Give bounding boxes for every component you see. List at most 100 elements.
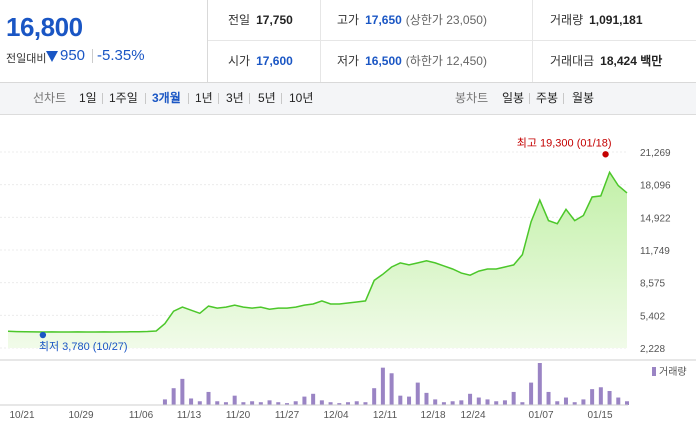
summary-row-1: 전일 17,750 고가 17,650 (상한가 23,050) 거래량 1,091,1… [208, 0, 696, 41]
y-tick-label: 14,922 [640, 213, 671, 224]
x-tick-label: 10/29 [68, 410, 93, 421]
down-triangle-icon [46, 51, 58, 62]
volume-bar [468, 393, 473, 405]
volume-bar [319, 400, 324, 405]
price-area [8, 172, 627, 348]
y-tick-label: 8,575 [640, 279, 665, 290]
volume-bar [363, 402, 368, 405]
x-tick-label: 12/04 [323, 410, 348, 421]
period-5y[interactable]: 5년 [258, 91, 276, 105]
volume-bar [563, 397, 568, 405]
toolbar-divider [249, 93, 250, 104]
toolbar-divider [218, 93, 219, 104]
volume-bar [276, 402, 281, 405]
trade-amount-label: 거래대금 [550, 54, 595, 68]
volume-bar [206, 391, 211, 405]
low-marker [39, 331, 47, 339]
period-3y[interactable]: 3년 [226, 91, 244, 105]
y-tick-label: 18,096 [640, 181, 671, 192]
volume-bar [171, 388, 176, 405]
change-percent: -5.35% [97, 47, 145, 64]
volume-cell: 거래량 1,091,181 [550, 0, 643, 40]
volume-bar [189, 398, 194, 405]
trade-amount-cell: 거래대금 18,424 백만 [550, 41, 662, 81]
period-1d[interactable]: 1일 [79, 91, 97, 105]
summary-row-2: 시가 17,600 저가 16,500 (하한가 12,450) 거래대금 18,424… [208, 41, 696, 81]
volume-bar [581, 399, 586, 405]
x-tick-label: 12/24 [460, 410, 485, 421]
high-cell: 고가 17,650 (상한가 23,050) [337, 0, 487, 40]
volume-bar [267, 400, 272, 405]
change-value: 950 [60, 47, 86, 64]
volume-bar [389, 373, 394, 405]
summary-divider-1 [320, 0, 321, 82]
low-label: 저가 [337, 54, 360, 68]
x-tick-label: 01/07 [528, 410, 553, 421]
volume-bar [502, 400, 507, 405]
x-tick-label: 12/18 [420, 410, 445, 421]
prev-close-value: 17,750 [256, 13, 293, 27]
volume-label: 거래량 [550, 13, 584, 27]
x-tick-label: 11/27 [275, 410, 300, 421]
toolbar-divider [529, 93, 530, 104]
prev-close-cell: 전일 17,750 [228, 0, 293, 40]
volume-bar [485, 399, 490, 405]
trade-amount-value: 18,424 백만 [600, 54, 663, 68]
prev-close-label: 전일 [228, 13, 251, 27]
volume-bar [197, 401, 202, 405]
volume-bar [537, 363, 542, 405]
x-tick-label: 11/20 [226, 410, 251, 421]
change-label: 전일대비 [6, 53, 47, 65]
volume-bar [607, 391, 612, 405]
volume-bar [372, 388, 377, 405]
volume-bar [616, 397, 621, 405]
volume-bar [441, 402, 446, 405]
volume-bar [529, 382, 534, 405]
volume-bar [293, 401, 298, 405]
lower-limit: (하한가 12,450) [405, 54, 487, 68]
volume-bar [520, 402, 525, 405]
volume-legend-label: 거래량 [659, 366, 687, 378]
volume-bar [241, 402, 246, 405]
period-1w[interactable]: 1주일 [109, 91, 138, 105]
period-3m[interactable]: 3개월 [152, 91, 181, 105]
x-tick-label: 01/15 [587, 410, 612, 421]
volume-bar [572, 402, 577, 405]
volume-legend-swatch [652, 367, 656, 376]
toolbar-divider [102, 93, 103, 104]
price-chart: 21,26918,09614,92211,7498,5755,4022,228 … [0, 136, 696, 421]
volume-bar [215, 401, 220, 405]
volume-bar [424, 392, 429, 405]
candle-daily[interactable]: 일봉 [502, 91, 525, 105]
y-tick-label: 2,228 [640, 344, 665, 355]
change-divider [92, 49, 93, 63]
line-chart-label: 선차트 [33, 91, 67, 105]
volume-bar [328, 402, 333, 405]
volume-bar [407, 396, 412, 405]
candle-chart-label: 봉차트 [455, 91, 489, 105]
volume-bar [346, 402, 351, 405]
period-1y[interactable]: 1년 [195, 91, 213, 105]
volume-bar [598, 387, 603, 405]
volume-bar [459, 400, 464, 405]
volume-bar [494, 401, 499, 405]
open-label: 시가 [228, 54, 251, 68]
volume-bar [511, 391, 516, 405]
candle-weekly[interactable]: 주봉 [536, 91, 559, 105]
upper-limit: (상한가 23,050) [405, 13, 487, 27]
volume-bar [415, 382, 420, 405]
volume-bar [590, 389, 595, 405]
volume-bar [555, 401, 560, 405]
volume-bar [433, 399, 438, 405]
x-tick-label: 11/13 [177, 410, 202, 421]
low-annotation: 최저 3,780 (10/27) [39, 340, 128, 353]
volume-bar [180, 378, 185, 405]
stock-summary: 16,800 전일대비 950 -5.35% 전일 17,750 고가 17,650… [0, 0, 696, 83]
volume-bar [302, 396, 307, 405]
period-10y[interactable]: 10년 [289, 91, 314, 105]
volume-bar [546, 391, 551, 405]
candle-monthly[interactable]: 월봉 [572, 91, 595, 105]
high-annotation: 최고 19,300 (01/18) [517, 136, 612, 149]
volume-bar [258, 402, 263, 405]
y-tick-label: 21,269 [640, 148, 671, 159]
